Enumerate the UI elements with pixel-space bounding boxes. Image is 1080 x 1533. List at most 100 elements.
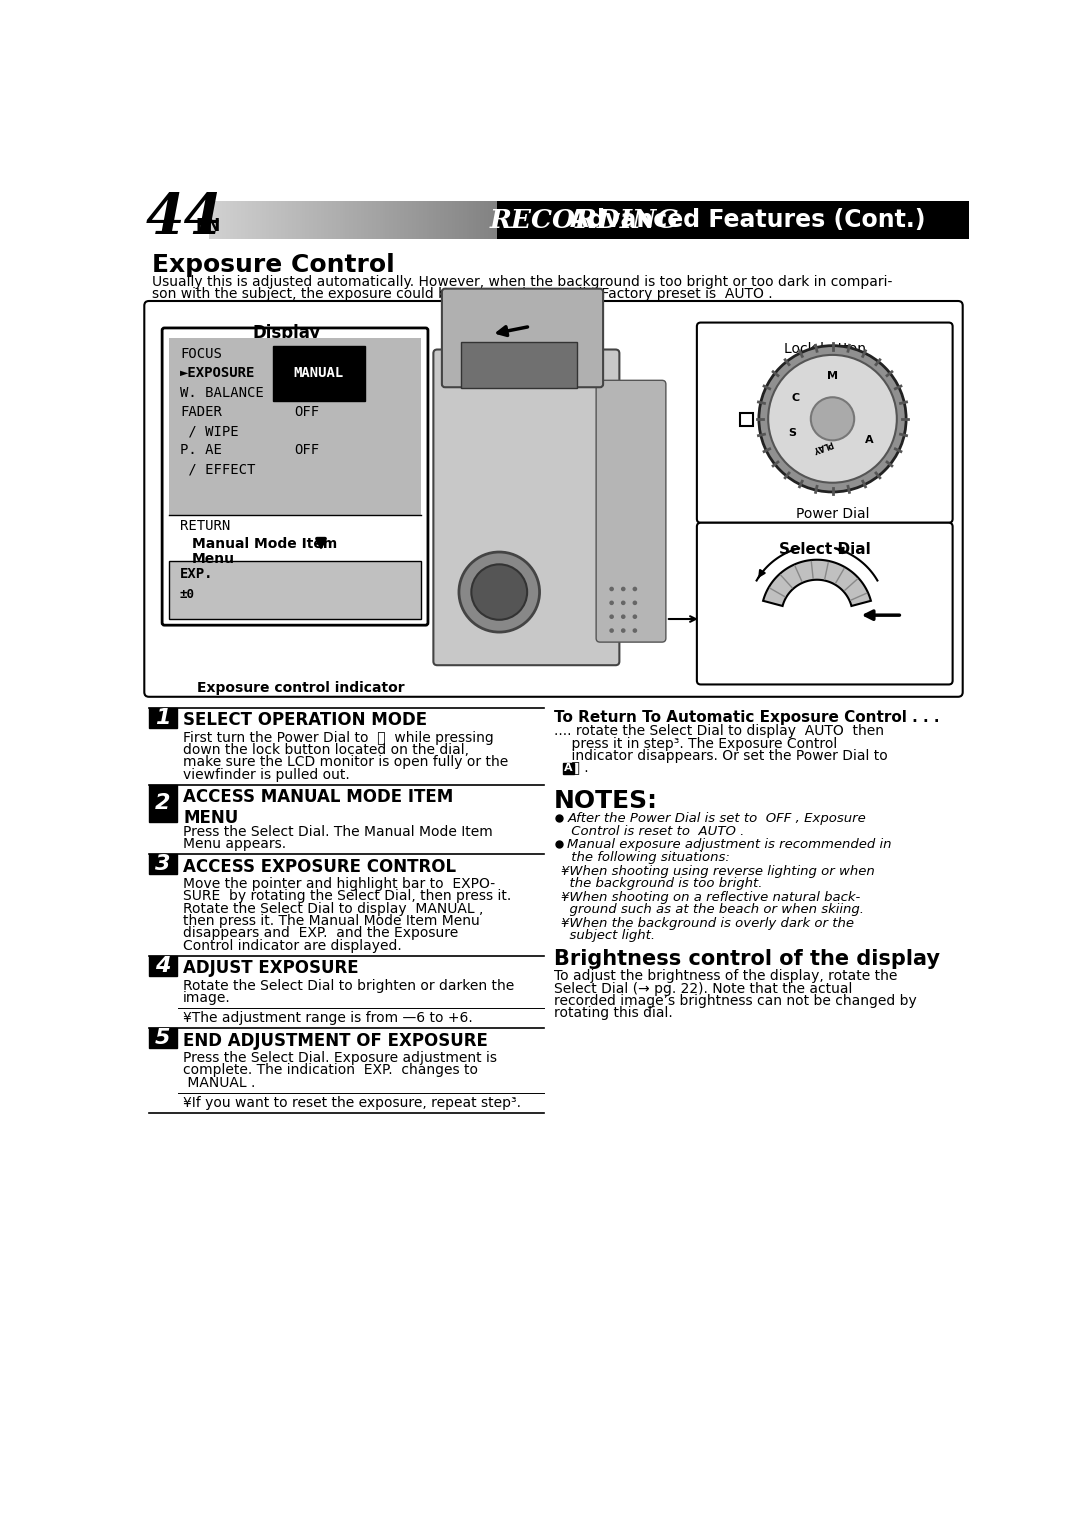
Text: .... rotate the Select Dial to display  AUTO  then: .... rotate the Select Dial to display A… bbox=[554, 725, 883, 739]
Bar bbox=[872, 201, 874, 239]
Bar bbox=[764, 201, 766, 239]
Bar bbox=[964, 201, 967, 239]
Bar bbox=[759, 201, 761, 239]
Bar bbox=[659, 201, 661, 239]
Bar bbox=[624, 201, 626, 239]
Bar bbox=[552, 201, 555, 239]
Bar bbox=[562, 201, 564, 239]
Bar bbox=[330, 201, 333, 239]
Text: Select Dial: Select Dial bbox=[779, 543, 870, 556]
Text: Control indicator are displayed.: Control indicator are displayed. bbox=[183, 938, 402, 952]
Text: down the lock button located on the dial,: down the lock button located on the dial… bbox=[183, 744, 469, 757]
Bar bbox=[469, 201, 471, 239]
Bar bbox=[387, 201, 390, 239]
Bar bbox=[879, 201, 881, 239]
Bar bbox=[957, 201, 959, 239]
Bar bbox=[697, 201, 699, 239]
Bar bbox=[233, 201, 235, 239]
Bar bbox=[881, 201, 883, 239]
Bar bbox=[573, 201, 576, 239]
Circle shape bbox=[609, 601, 613, 606]
Bar bbox=[351, 201, 353, 239]
Bar bbox=[905, 201, 908, 239]
Bar bbox=[716, 201, 718, 239]
Bar bbox=[541, 201, 543, 239]
Bar bbox=[316, 201, 320, 239]
Text: complete. The indication  EXP.  changes to: complete. The indication EXP. changes to bbox=[183, 1064, 478, 1078]
Bar bbox=[810, 201, 813, 239]
Text: A: A bbox=[564, 763, 572, 773]
FancyBboxPatch shape bbox=[697, 523, 953, 684]
Bar bbox=[792, 201, 794, 239]
Bar bbox=[679, 201, 681, 239]
Bar bbox=[772, 201, 774, 239]
Bar bbox=[967, 201, 969, 239]
Bar bbox=[636, 201, 638, 239]
Bar bbox=[717, 201, 719, 239]
Bar bbox=[786, 201, 788, 239]
Bar bbox=[795, 201, 798, 239]
Bar bbox=[959, 201, 961, 239]
Text: 4: 4 bbox=[156, 955, 171, 975]
Text: C: C bbox=[792, 392, 799, 403]
Bar bbox=[273, 201, 275, 239]
Bar bbox=[391, 201, 393, 239]
Text: EN: EN bbox=[195, 218, 220, 235]
Bar bbox=[839, 201, 841, 239]
Text: the background is too bright.: the background is too bright. bbox=[562, 877, 762, 891]
Bar bbox=[291, 201, 293, 239]
Bar bbox=[264, 201, 266, 239]
Bar bbox=[343, 201, 346, 239]
Bar bbox=[551, 201, 553, 239]
Bar bbox=[856, 201, 859, 239]
Bar bbox=[854, 201, 856, 239]
Bar bbox=[907, 201, 909, 239]
Bar bbox=[890, 201, 892, 239]
Bar bbox=[496, 201, 498, 239]
Bar bbox=[366, 201, 368, 239]
Bar bbox=[321, 201, 323, 239]
Bar bbox=[850, 201, 853, 239]
Bar bbox=[449, 201, 453, 239]
Circle shape bbox=[633, 587, 637, 592]
Bar bbox=[702, 201, 704, 239]
Bar bbox=[559, 201, 563, 239]
Bar bbox=[336, 201, 338, 239]
Polygon shape bbox=[764, 560, 870, 606]
Bar bbox=[461, 201, 463, 239]
Bar bbox=[364, 201, 366, 239]
Circle shape bbox=[609, 629, 613, 633]
Bar bbox=[589, 201, 591, 239]
Bar bbox=[670, 201, 673, 239]
Bar bbox=[393, 201, 395, 239]
Bar bbox=[218, 201, 220, 239]
Bar bbox=[266, 201, 268, 239]
Bar bbox=[661, 201, 663, 239]
Bar bbox=[611, 201, 613, 239]
Bar bbox=[604, 201, 606, 239]
Bar bbox=[231, 201, 233, 239]
FancyBboxPatch shape bbox=[145, 300, 962, 698]
Bar bbox=[401, 201, 403, 239]
Bar bbox=[356, 201, 359, 239]
Bar bbox=[586, 201, 589, 239]
Text: To Return To Automatic Exposure Control . . .: To Return To Automatic Exposure Control … bbox=[554, 710, 939, 725]
Bar bbox=[842, 201, 845, 239]
Bar bbox=[744, 201, 746, 239]
Bar bbox=[497, 201, 500, 239]
Bar bbox=[864, 201, 866, 239]
Bar bbox=[324, 201, 327, 239]
Bar bbox=[915, 201, 917, 239]
Bar bbox=[241, 201, 243, 239]
Text: ¥If you want to reset the exposure, repeat step³.: ¥If you want to reset the exposure, repe… bbox=[183, 1096, 521, 1110]
Text: Lock button: Lock button bbox=[784, 342, 866, 356]
Bar bbox=[894, 201, 896, 239]
Bar bbox=[326, 201, 328, 239]
Bar bbox=[478, 201, 481, 239]
Bar bbox=[549, 201, 551, 239]
Text: Control is reset to  AUTO .: Control is reset to AUTO . bbox=[567, 825, 745, 837]
Bar bbox=[383, 201, 386, 239]
Bar bbox=[444, 201, 446, 239]
Bar bbox=[889, 201, 891, 239]
Bar bbox=[820, 201, 822, 239]
